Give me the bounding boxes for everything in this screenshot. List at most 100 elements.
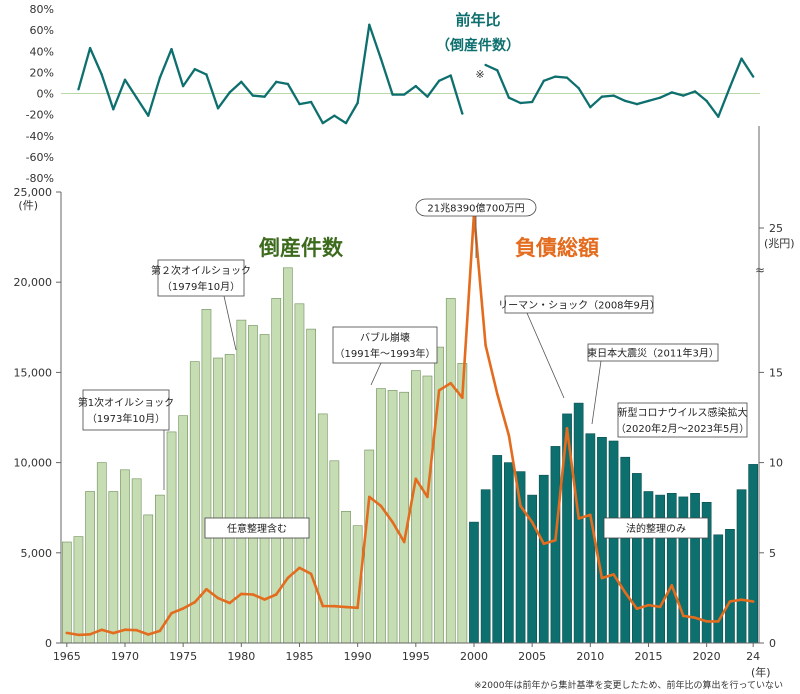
yoy-point <box>554 75 557 78</box>
count-bar-2000s <box>748 464 758 644</box>
x-tick-label: 2005 <box>518 650 546 663</box>
debt-point <box>542 542 546 546</box>
yoy-point <box>402 93 406 96</box>
annotation-peak-text: 21兆8390億700万円 <box>427 202 524 215</box>
debt-point <box>309 572 313 576</box>
yoy-y-tick-label: 80% <box>30 3 54 16</box>
x-tick-label: 1980 <box>227 650 255 663</box>
debt-point <box>100 628 104 632</box>
count-bar-2000s <box>666 492 677 644</box>
yoy-point <box>693 90 697 93</box>
yoy-point <box>612 94 615 97</box>
debt-point <box>193 600 197 604</box>
debt-point <box>577 517 580 520</box>
left-tick-label: 25,000 <box>14 186 53 199</box>
count-bar <box>155 494 165 644</box>
yoy-point <box>275 80 278 84</box>
count-bar-2000s <box>515 471 526 644</box>
yoy-line-group <box>77 23 755 125</box>
yoy-point <box>135 96 138 99</box>
debt-point <box>240 592 243 596</box>
yoy-point <box>170 47 173 51</box>
yoy-subtitle: （倒産件数） <box>436 37 520 54</box>
debt-point <box>670 583 674 587</box>
yoy-point <box>507 96 511 99</box>
annotation-bubble-leader <box>370 362 382 386</box>
debt-point <box>658 605 662 609</box>
debt-line <box>66 212 754 637</box>
right-axis-group: 0 5 10 15 25 ≈ <box>755 126 783 650</box>
count-bar-2000s <box>492 455 503 644</box>
count-bar <box>329 460 340 644</box>
yoy-break-marker: ※ <box>475 68 484 81</box>
yoy-point <box>368 23 371 27</box>
debt-point <box>589 513 592 517</box>
x-tick-label: 24 <box>746 650 760 663</box>
debt-line-group <box>65 212 755 637</box>
annotation-quake-text: 東日本大震災（2011年3月） <box>587 347 719 360</box>
count-bar <box>306 328 317 644</box>
count-bar-2000s <box>713 534 724 644</box>
debt-point <box>158 629 162 633</box>
annotation-covid-box <box>617 402 748 438</box>
yoy-point <box>100 73 103 76</box>
count-bar-2000s <box>608 440 619 644</box>
debt-point <box>146 633 150 636</box>
yoy-point <box>344 121 348 125</box>
x-tick-label: 1990 <box>344 650 372 663</box>
yoy-y-tick-label: -80% <box>26 172 54 185</box>
yoy-point <box>321 121 324 125</box>
count-bar <box>410 370 421 644</box>
annotation-houteki-box <box>603 517 709 539</box>
annotation-covid-text: 新型コロナウイルス感染拡大 <box>618 406 748 419</box>
annotation-nini-text: 任意整理含む <box>227 522 287 535</box>
yoy-point <box>77 88 80 91</box>
debt-point <box>333 604 336 608</box>
yoy-y-tick-label: 0% <box>37 88 54 101</box>
count-bar <box>120 469 130 644</box>
debt-point <box>379 504 383 508</box>
x-tick-label: 2015 <box>634 650 662 663</box>
right-tick-label: 15 <box>769 366 783 379</box>
yoy-point <box>682 94 685 97</box>
annotation-covid-text: （2020年2月～2023年5月） <box>616 422 750 435</box>
debt-point <box>356 606 359 610</box>
yoy-point <box>181 84 185 88</box>
debt-point <box>344 605 348 609</box>
yoy-point <box>216 107 220 110</box>
debt-point <box>530 520 534 524</box>
count-bar <box>85 491 95 644</box>
yoy-point <box>728 85 732 89</box>
annotation-lehman-box <box>504 295 654 314</box>
yoy-point <box>496 69 499 72</box>
debt-point <box>519 504 522 508</box>
debt-point <box>286 576 290 580</box>
yoy-point <box>391 93 394 96</box>
yoy-y-tick-label: 40% <box>30 45 54 58</box>
count-bar-2000s <box>573 402 584 644</box>
yoy-line-segment-1 <box>77 23 464 125</box>
count-bar <box>131 478 142 644</box>
x-tick-label: 2010 <box>576 650 604 663</box>
yoy-point <box>647 99 650 103</box>
debt-point <box>298 566 301 570</box>
x-tick-label: 1975 <box>169 650 197 663</box>
right-tick-label: 0 <box>769 637 776 650</box>
debt-big-label: 負債総額 <box>515 236 599 260</box>
x-tick-label: 2020 <box>693 650 721 663</box>
count-bar <box>341 510 351 644</box>
debt-point <box>251 593 255 596</box>
debt-point <box>740 598 743 602</box>
annotation-oil1-box <box>82 389 170 431</box>
annotation-bubble-text: バブル崩壊 <box>360 331 410 344</box>
yoy-point <box>705 99 708 103</box>
debt-point <box>682 614 685 618</box>
count-bar-2000s <box>655 494 665 644</box>
yoy-point <box>228 91 231 94</box>
x-axis-unit: (年) <box>751 665 771 679</box>
yoy-point <box>123 78 127 81</box>
yoy-point <box>251 94 255 97</box>
left-axis-group: 0 5,000 10,000 15,000 20,000 25,000 <box>14 186 62 650</box>
annotation-oil2-leader <box>223 295 237 351</box>
